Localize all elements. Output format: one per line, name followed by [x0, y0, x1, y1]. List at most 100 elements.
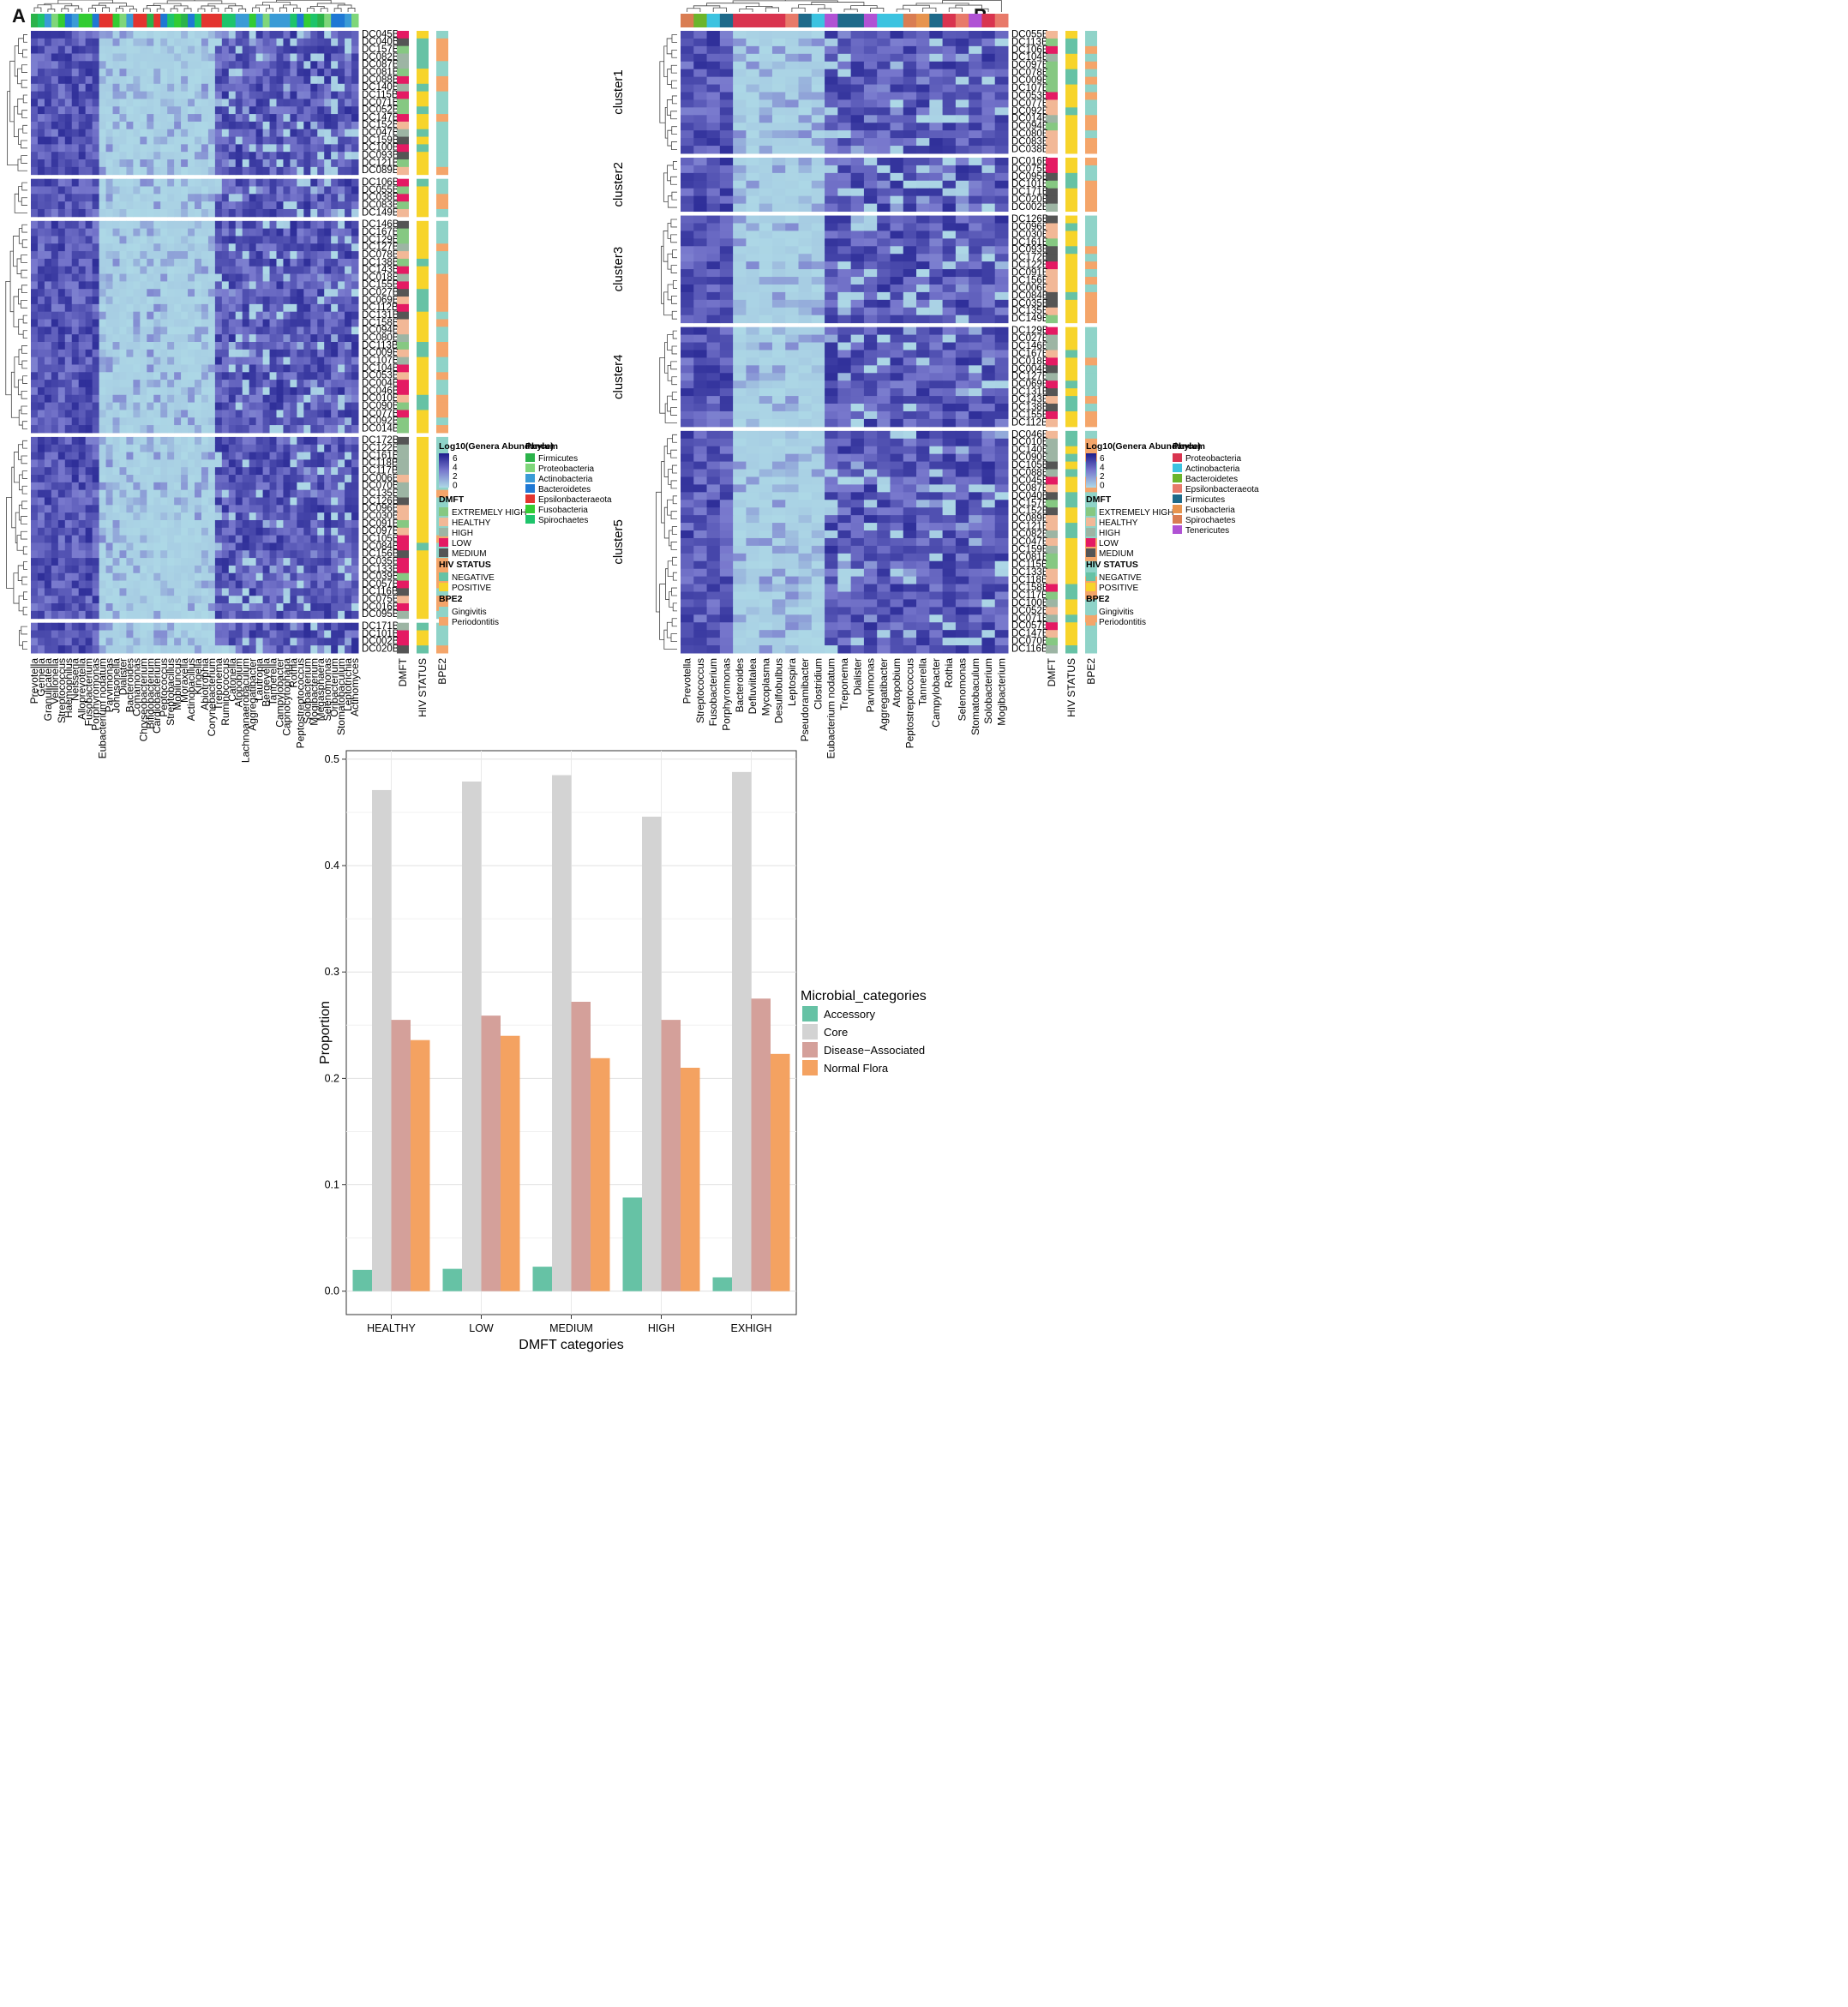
heatmap-cell	[351, 91, 359, 99]
phylum-cell	[188, 14, 195, 27]
heatmap-cell	[310, 251, 318, 260]
heatmap-cell	[71, 596, 80, 604]
heatmap-cell	[92, 201, 100, 210]
heatmap-cell	[249, 459, 257, 468]
heatmap-cell	[105, 327, 113, 335]
heatmap-cell	[214, 334, 223, 343]
heatmap-cell	[903, 76, 917, 86]
heatmap-cell	[214, 372, 223, 380]
heatmap-cell	[324, 121, 332, 130]
heatmap-cell	[811, 138, 825, 147]
heatmap-cell	[798, 76, 813, 86]
heatmap-cell	[112, 251, 120, 260]
dmft-annotation-cell	[397, 319, 409, 327]
heatmap-cell	[785, 146, 800, 154]
heatmap-cell	[785, 157, 800, 166]
heatmap-cell	[140, 380, 147, 388]
heatmap-cell	[153, 121, 161, 130]
heatmap-cell	[133, 166, 141, 176]
heatmap-cell	[214, 459, 223, 468]
heatmap-cell	[262, 258, 271, 267]
heatmap-cell	[276, 121, 284, 130]
heatmap-cell	[916, 31, 930, 39]
heatmap-cell	[181, 114, 189, 123]
heatmap-cell	[64, 251, 73, 260]
heatmap-cell	[160, 159, 168, 168]
heatmap-cell	[71, 410, 80, 418]
heatmap-cell	[153, 603, 161, 612]
heatmap-cell	[955, 45, 969, 55]
row-label: DC146B	[362, 219, 399, 230]
heatmap-cell	[916, 130, 930, 139]
heatmap-cell	[71, 178, 80, 187]
heatmap-cell	[71, 53, 80, 62]
heatmap-cell	[228, 152, 237, 160]
hiv-annotation-cell	[417, 372, 429, 380]
heatmap-cell	[310, 114, 318, 123]
heatmap-cell	[242, 152, 250, 160]
heatmap-cell	[214, 297, 223, 305]
heatmap-cell	[276, 334, 284, 343]
heatmap-cell	[242, 121, 250, 130]
heatmap-cell	[160, 152, 168, 160]
heatmap-cell	[249, 444, 257, 453]
heatmap-cell	[221, 61, 230, 69]
heatmap-cell	[771, 69, 786, 78]
heatmap-cell	[119, 519, 127, 529]
heatmap-cell	[331, 645, 339, 654]
heatmap-cell	[262, 61, 271, 69]
heatmap-cell	[733, 76, 747, 86]
bpe2-annotation-cell	[1085, 53, 1097, 63]
heatmap-cell	[214, 129, 223, 138]
heatmap-cell	[942, 38, 957, 47]
heatmap-cell	[255, 289, 264, 297]
hiv-annotation-cell	[417, 505, 429, 513]
heatmap-cell	[112, 136, 120, 145]
heatmap-cell	[262, 159, 271, 168]
heatmap-cell	[276, 364, 284, 373]
phylum-legend-label: Epsilonbacteraeota	[538, 495, 612, 505]
heatmap-cell	[195, 645, 202, 654]
heatmap-cell	[759, 138, 773, 147]
heatmap-cell	[877, 99, 891, 108]
heatmap-cell	[195, 319, 202, 327]
heatmap-cell	[785, 123, 800, 131]
heatmap-cell	[99, 311, 107, 321]
heatmap-cell	[31, 482, 39, 491]
heatmap-cell	[119, 410, 127, 418]
heatmap-cell	[174, 99, 182, 107]
heatmap-cell	[249, 258, 257, 267]
dmft-annotation-cell	[397, 303, 409, 313]
bpe2-annotation-cell	[436, 497, 448, 506]
heatmap-cell	[44, 38, 52, 47]
heatmap-cell	[228, 497, 237, 506]
dmft-annotation-cell	[397, 83, 409, 93]
heatmap-cell	[351, 622, 359, 632]
dmft-annotation-cell	[397, 289, 409, 297]
heatmap-cell	[78, 588, 87, 596]
heatmap-cell	[269, 220, 277, 230]
heatmap-cell	[160, 444, 168, 453]
heatmap-cell	[351, 178, 359, 187]
heatmap-cell	[269, 201, 277, 210]
heatmap-cell	[99, 417, 107, 426]
heatmap-cell	[693, 61, 708, 70]
heatmap-cell	[214, 228, 223, 237]
heatmap-cell	[188, 159, 195, 168]
heatmap-cell	[249, 136, 257, 145]
heatmap-cell	[228, 38, 237, 47]
heatmap-cell	[228, 444, 237, 453]
heatmap-cell	[269, 482, 277, 491]
heatmap-cell	[207, 99, 216, 107]
heatmap-cell	[78, 178, 87, 187]
heatmap-cell	[916, 92, 930, 100]
heatmap-cell	[269, 596, 277, 604]
heatmap-cell	[338, 53, 345, 62]
heatmap-cell	[112, 580, 120, 589]
heatmap-cell	[99, 289, 107, 297]
dmft-annotation-cell	[397, 258, 409, 267]
heatmap-cell	[78, 349, 87, 358]
heatmap-cell	[64, 53, 73, 62]
heatmap-cell	[133, 550, 141, 559]
heatmap-cell	[338, 236, 345, 244]
